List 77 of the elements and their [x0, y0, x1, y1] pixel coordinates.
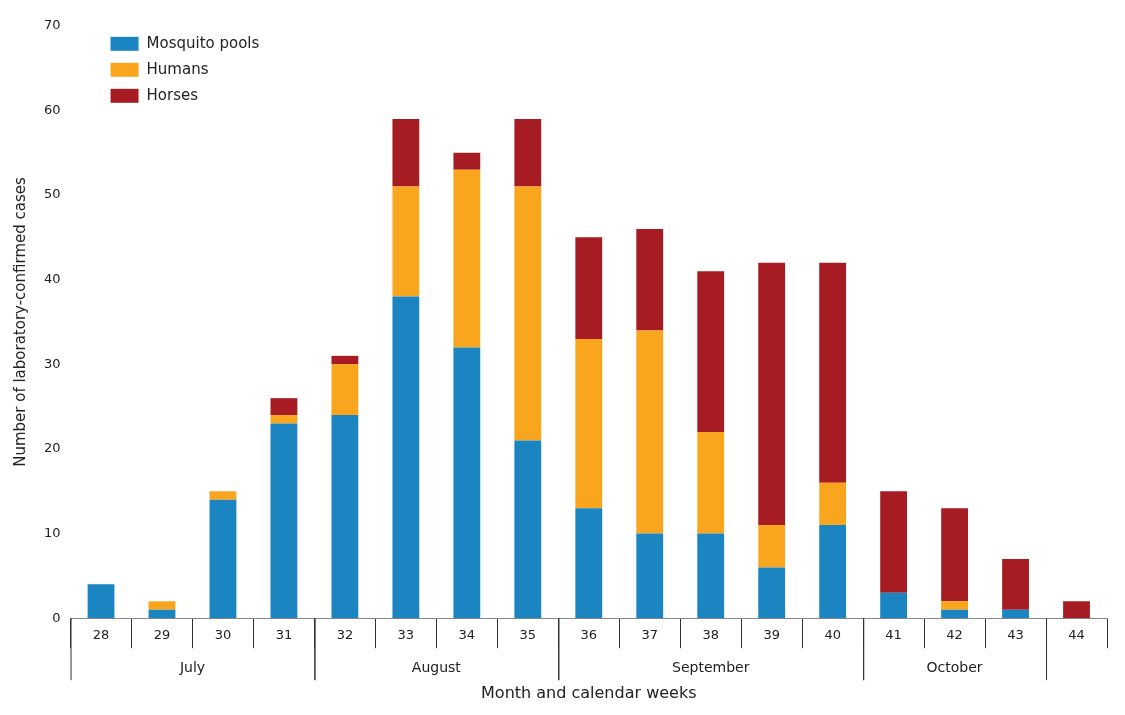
bar — [880, 592, 908, 619]
y-tick-label: 10 — [44, 524, 61, 540]
bar — [1002, 609, 1029, 619]
x-tick-label: 37 — [641, 627, 659, 643]
bar — [331, 355, 359, 365]
bar — [819, 262, 847, 483]
bar — [575, 508, 603, 619]
bar — [819, 482, 847, 526]
x-tick-label: 35 — [519, 627, 537, 643]
bar — [209, 491, 237, 500]
bar — [758, 567, 786, 619]
bar — [514, 440, 542, 619]
bar — [636, 228, 664, 331]
x-tick-label: 31 — [275, 627, 293, 643]
bar — [514, 118, 542, 187]
bar — [697, 533, 725, 619]
x-tick-label: 28 — [92, 627, 110, 643]
bar — [270, 423, 298, 619]
bar — [880, 491, 908, 593]
bar — [453, 169, 481, 348]
text: August — [411, 658, 462, 675]
legend-label: Horses — [146, 85, 199, 104]
y-tick-label: 70 — [44, 17, 61, 33]
y-tick-label: 60 — [44, 101, 61, 117]
text: October — [926, 658, 983, 675]
bar — [819, 525, 847, 619]
x-tick-label: 43 — [1007, 627, 1024, 643]
bar — [575, 338, 603, 509]
bar — [270, 415, 298, 424]
x-tick-label: 36 — [580, 627, 598, 643]
legend-label: Humans — [146, 59, 209, 78]
bar — [331, 364, 359, 416]
bar — [87, 584, 115, 619]
bar — [270, 398, 298, 416]
x-tick-label: 34 — [458, 627, 476, 643]
bar — [697, 432, 725, 534]
legend-label: Mosquito pools — [146, 33, 260, 52]
bar — [636, 533, 664, 619]
x-tick-label: 33 — [397, 627, 415, 643]
x-tick-label: 40 — [824, 627, 841, 643]
x-tick-label: 44 — [1068, 627, 1085, 643]
text: July — [178, 658, 206, 675]
bar — [575, 237, 603, 339]
x-axis-title: Month and calendar weeks — [481, 682, 697, 702]
bar — [331, 415, 359, 619]
y-tick-label: 50 — [44, 186, 61, 202]
text: September — [672, 658, 750, 675]
x-tick-label: 39 — [763, 627, 780, 643]
x-tick-label: 29 — [153, 627, 171, 643]
bar — [941, 601, 968, 610]
y-tick-label: 20 — [44, 440, 61, 456]
bar — [392, 296, 420, 619]
x-tick-label: 32 — [336, 627, 354, 643]
bar — [697, 271, 725, 433]
y-tick-label: 30 — [44, 355, 61, 371]
x-tick-label: 41 — [885, 627, 902, 643]
y-tick-label: 0 — [52, 609, 61, 625]
bar — [1002, 558, 1029, 610]
y-axis-title: Number of laboratory-confirmed cases — [10, 177, 29, 467]
x-tick-label: 30 — [214, 627, 232, 643]
x-tick-label: 42 — [946, 627, 963, 643]
x-tick-label: 38 — [702, 627, 719, 643]
bar — [758, 262, 786, 526]
bar — [514, 186, 542, 441]
bar — [941, 609, 968, 619]
bar — [209, 499, 237, 619]
bar — [148, 601, 176, 610]
y-tick-label: 40 — [44, 271, 61, 287]
bar — [941, 508, 968, 602]
bar — [453, 347, 481, 619]
bar — [392, 118, 420, 187]
bar — [1063, 601, 1090, 619]
bar — [636, 330, 664, 534]
bar — [758, 525, 786, 568]
bar — [392, 186, 420, 297]
bar — [148, 609, 176, 619]
bar — [453, 152, 481, 170]
